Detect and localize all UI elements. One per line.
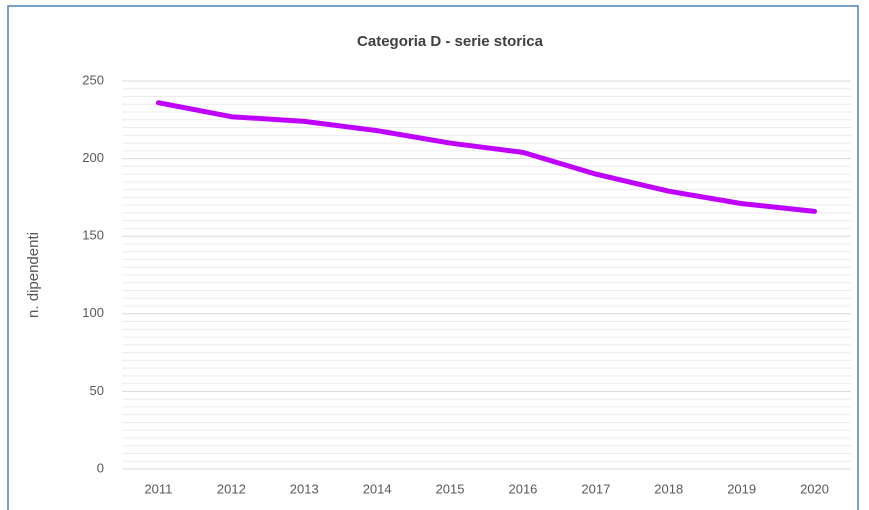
chart-title: Categoria D - serie storica	[357, 33, 544, 50]
x-tick-label: 2019	[727, 481, 756, 496]
y-tick-label: 0	[97, 460, 104, 475]
y-tick-label: 50	[90, 383, 104, 398]
y-tick-label: 250	[82, 72, 104, 87]
y-axis-label: n. dipendenti	[25, 232, 42, 318]
x-tick-label: 2013	[290, 481, 319, 496]
y-tick-label: 100	[82, 305, 104, 320]
x-tick-label: 2018	[654, 481, 683, 496]
y-tick-label: 150	[82, 228, 104, 243]
y-tick-label: 200	[82, 150, 104, 165]
x-tick-label: 2012	[217, 481, 246, 496]
x-tick-label: 2017	[581, 481, 610, 496]
chart-frame	[7, 5, 859, 510]
data-line	[155, 100, 818, 214]
x-tick-label: 2014	[363, 481, 392, 496]
x-tick-label: 2016	[508, 481, 537, 496]
x-tick-label: 2015	[436, 481, 465, 496]
x-tick-label: 2011	[144, 481, 172, 496]
x-tick-label: 2020	[800, 481, 829, 496]
